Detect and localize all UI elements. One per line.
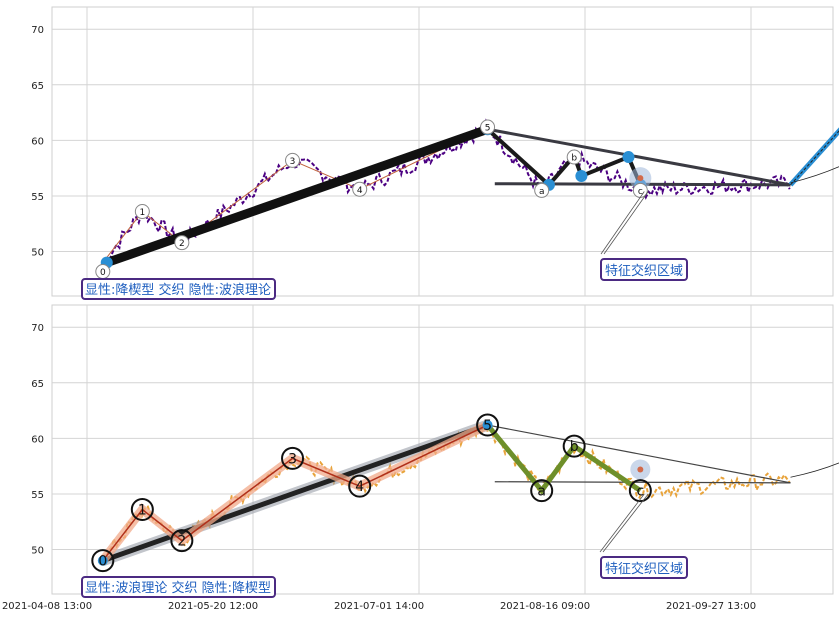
wave-point bbox=[97, 555, 108, 566]
intersection-label: 特征交织区域 bbox=[605, 263, 683, 279]
wave-label-circle bbox=[476, 413, 500, 437]
wave-label-circle bbox=[174, 235, 190, 251]
intersection-label: 特征交织区域 bbox=[605, 561, 683, 577]
wave-label-text: a bbox=[539, 187, 545, 197]
y-tick-label: 50 bbox=[31, 546, 44, 557]
callout-arrow bbox=[599, 493, 645, 553]
projection-arc bbox=[790, 166, 839, 184]
wave-label-circle bbox=[348, 474, 372, 498]
price-series bbox=[101, 118, 791, 264]
x-tick-label: 2021-05-20 12:00 bbox=[168, 601, 258, 612]
y-tick-label: 70 bbox=[31, 25, 44, 36]
wave-label-text: c bbox=[636, 484, 644, 500]
projection-line bbox=[788, 127, 839, 187]
plot-frame bbox=[51, 6, 834, 297]
wave-point bbox=[482, 420, 493, 431]
wave-label-circle bbox=[352, 181, 368, 197]
wave-line bbox=[102, 126, 488, 263]
wedge-upper-line bbox=[487, 127, 791, 187]
projection-arc bbox=[790, 462, 839, 478]
price-series bbox=[102, 418, 791, 566]
y-tick-label: 65 bbox=[31, 379, 44, 390]
wedge-point bbox=[622, 151, 635, 164]
pattern-box bbox=[81, 576, 276, 598]
x-tick-label: 2021-09-27 13:00 bbox=[666, 601, 756, 612]
x-tick-label: 2021-08-16 09:00 bbox=[500, 601, 590, 612]
pattern-label: 显性:波浪理论 交织 隐性:降楔型 bbox=[85, 580, 271, 596]
wave-label-text: 5 bbox=[483, 418, 492, 434]
intersection-box bbox=[600, 258, 688, 281]
wave-label-text: 4 bbox=[355, 479, 364, 495]
wave-label-text: 1 bbox=[139, 208, 145, 218]
callout-arrow bbox=[602, 493, 649, 553]
wave-label-circle bbox=[91, 549, 115, 573]
wave-label-circle bbox=[628, 479, 652, 503]
callout-arrow bbox=[600, 191, 645, 255]
intersection-box bbox=[600, 556, 688, 579]
wave-label-text: 1 bbox=[138, 503, 147, 519]
wave-label-text: a bbox=[537, 484, 546, 500]
wave-label-circle bbox=[170, 529, 194, 553]
wave-label-circle bbox=[530, 479, 554, 503]
y-tick-label: 55 bbox=[31, 192, 44, 203]
intersection-dot bbox=[637, 175, 644, 182]
y-tick-label: 60 bbox=[31, 136, 44, 147]
wave-label-circle bbox=[534, 182, 550, 198]
wave-label-circle bbox=[281, 446, 305, 470]
intersection-dot bbox=[637, 466, 644, 473]
x-tick-label: 2021-04-08 13:00 bbox=[2, 601, 92, 612]
wave-label-text: 2 bbox=[177, 534, 186, 550]
y-tick-label: 55 bbox=[31, 490, 44, 501]
wave-label-text: b bbox=[570, 439, 579, 455]
pattern-label: 显性:降楔型 交织 隐性:波浪理论 bbox=[85, 282, 271, 298]
wave-label-text: 3 bbox=[290, 157, 296, 167]
wedge-base bbox=[101, 422, 489, 564]
wave-label-circle bbox=[134, 204, 150, 220]
wave-label-text: b bbox=[571, 154, 577, 164]
y-tick-label: 50 bbox=[31, 248, 44, 259]
wave-label-circle bbox=[285, 152, 301, 168]
wave-label-text: 2 bbox=[179, 239, 185, 249]
wave-label-text: c bbox=[638, 187, 643, 197]
y-tick-label: 70 bbox=[31, 323, 44, 334]
wedge-point bbox=[575, 169, 588, 182]
wedge-upper-line bbox=[487, 424, 791, 484]
x-tick-label: 2021-07-01 14:00 bbox=[334, 601, 424, 612]
y-tick-label: 65 bbox=[31, 81, 44, 92]
wave-label-text: 4 bbox=[357, 186, 363, 196]
wedge-lower-line bbox=[494, 481, 791, 484]
wave-label-text: 0 bbox=[100, 268, 106, 278]
wave-label-text: 0 bbox=[98, 554, 107, 570]
corrective-waves bbox=[485, 423, 642, 495]
impulse-leg bbox=[105, 125, 490, 267]
y-tick-label: 60 bbox=[31, 434, 44, 445]
wave-label-text: 3 bbox=[288, 451, 297, 467]
wave-label-circle bbox=[480, 119, 496, 135]
wave-label-text: 5 bbox=[485, 124, 491, 134]
wave-label-circle bbox=[566, 149, 582, 165]
callout-arrow bbox=[603, 191, 649, 255]
wave-label-circle bbox=[562, 434, 586, 458]
pattern-box bbox=[81, 278, 276, 300]
wave-label-circle bbox=[130, 498, 154, 522]
